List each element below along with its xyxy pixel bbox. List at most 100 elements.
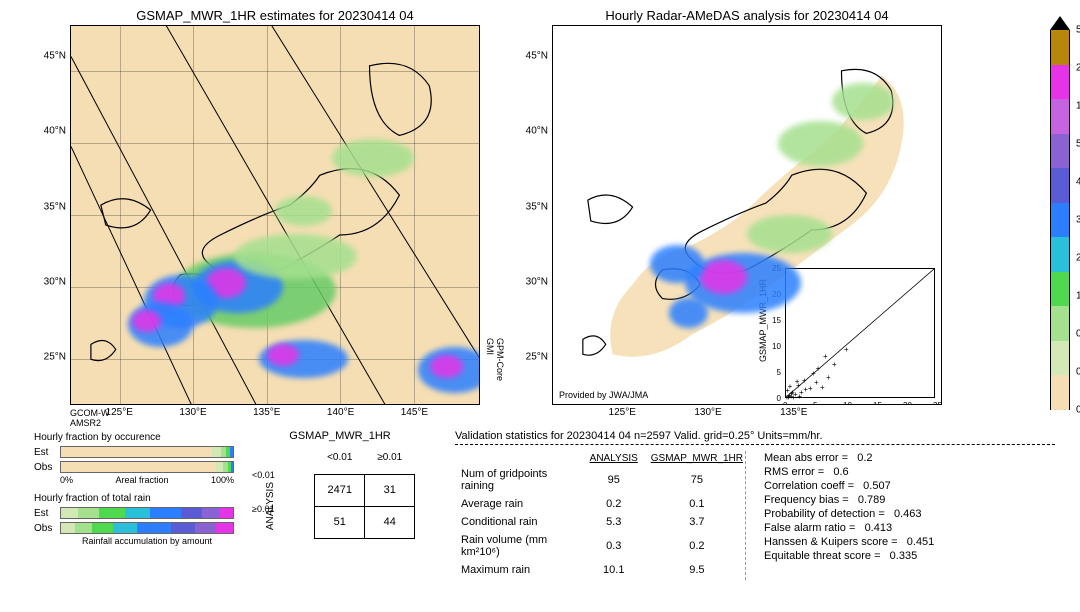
rain-blob xyxy=(650,245,704,283)
ct-cell: 2471 xyxy=(315,474,365,506)
bar-seg xyxy=(61,462,216,472)
stat-val: 9.5 xyxy=(651,562,743,578)
scatter-xtick: 10 xyxy=(843,401,852,405)
lat-tick: 35°N xyxy=(526,201,552,212)
stat-val: 5.3 xyxy=(579,514,649,530)
colorbar-seg xyxy=(1050,168,1070,203)
colorbar-tick: 0.5 xyxy=(1070,329,1080,340)
scatter-point: + xyxy=(803,388,807,392)
scatter-ytick: 10 xyxy=(772,342,781,351)
bar-seg xyxy=(61,508,78,518)
colorbar-seg xyxy=(1050,272,1070,307)
left-map-panel: GSMAP_MWR_1HR estimates for 20230414 04 xyxy=(70,8,480,405)
stat-label: Num of gridpoints raining xyxy=(457,466,577,494)
bar-est-occurrence: Est xyxy=(34,445,234,459)
bar-seg xyxy=(212,447,221,457)
scatter-ytick: 15 xyxy=(772,316,781,325)
stat-val: 0.3 xyxy=(579,532,649,560)
lat-tick: 40°N xyxy=(44,126,70,137)
colorbar-tick: 50 xyxy=(1070,25,1080,36)
lon-tick: 130°E xyxy=(694,405,721,418)
stat-val: 3.7 xyxy=(651,514,743,530)
colorbar-tick: 25 xyxy=(1070,63,1080,74)
colorbar-tick: 5 xyxy=(1070,139,1080,150)
colorbar-seg xyxy=(1050,30,1070,65)
colorbar-tick: 0.01 xyxy=(1070,367,1080,378)
scatter-ytick: 0 xyxy=(777,394,781,403)
rain-blob xyxy=(234,234,356,279)
colorbar-seg xyxy=(1050,203,1070,238)
rain-blob xyxy=(778,121,863,166)
scatter-xtick: 20 xyxy=(903,401,912,405)
metric-row: RMS error = 0.6 xyxy=(764,465,1025,479)
stat-val: 0.2 xyxy=(651,532,743,560)
colorbar-tick: 10 xyxy=(1070,101,1080,112)
scatter-xtick: 5 xyxy=(813,401,817,405)
lat-tick: 35°N xyxy=(44,201,70,212)
left-map-footnote-1: GCOM-W AMSR2 xyxy=(70,408,110,428)
scatter-point: + xyxy=(826,376,830,380)
bar-obs-total: Obs xyxy=(34,521,234,535)
ct-cell: 51 xyxy=(315,506,365,538)
bottom-row: Hourly fraction by occurence Est Obs 0%A… xyxy=(0,430,1080,610)
scatter-plot: ++++++++++++++++++++++++++00551010151520… xyxy=(785,268,935,398)
rain-blob xyxy=(332,139,414,177)
lon-tick: 135°E xyxy=(253,405,280,418)
bar-seg xyxy=(195,523,216,533)
bar-seg xyxy=(92,523,113,533)
lat-tick: 25°N xyxy=(526,352,552,363)
scatter-xtick: 15 xyxy=(873,401,882,405)
left-map-footnote-2: GPM-Core GMI xyxy=(485,338,505,381)
bar-seg xyxy=(231,462,233,472)
scatter-point: + xyxy=(816,367,820,371)
lon-tick: 135°E xyxy=(780,405,807,418)
scatter-xtick: 25 xyxy=(933,401,942,405)
colorbar-tick: 2 xyxy=(1070,253,1080,264)
lat-tick: 45°N xyxy=(44,50,70,61)
scatter-point: + xyxy=(795,380,799,384)
left-map-title: GSMAP_MWR_1HR estimates for 20230414 04 xyxy=(70,8,480,23)
right-map-provider: Provided by JWA/JMA xyxy=(559,390,648,400)
lat-tick: 45°N xyxy=(526,50,552,61)
stats-panel: Validation statistics for 20230414 04 n=… xyxy=(455,430,1055,580)
bar-seg xyxy=(137,523,171,533)
lat-tick: 30°N xyxy=(526,276,552,287)
bar-seg xyxy=(150,508,181,518)
ct-cell: 31 xyxy=(365,474,415,506)
scatter-point: + xyxy=(797,395,801,399)
right-map-box: Provided by JWA/JMA ++++++++++++++++++++… xyxy=(552,25,942,405)
bar-obs-occurrence: Obs xyxy=(34,460,234,474)
colorbar-seg xyxy=(1050,134,1070,169)
bar-seg xyxy=(75,523,92,533)
stat-label: Rain volume (mm km²10⁶) xyxy=(457,532,577,560)
bar-seg xyxy=(99,508,125,518)
lon-tick: 145°E xyxy=(401,405,428,418)
figure-root: GSMAP_MWR_1HR estimates for 20230414 04 xyxy=(0,0,1080,612)
occurrence-title: Hourly fraction by occurence xyxy=(34,432,234,443)
colorbar-tick: 4 xyxy=(1070,177,1080,188)
stat-val: 75 xyxy=(651,466,743,494)
bar-seg xyxy=(125,508,151,518)
colorbar-seg xyxy=(1050,375,1070,410)
bar-seg xyxy=(113,523,137,533)
bar-seg xyxy=(61,523,75,533)
stat-label: Conditional rain xyxy=(457,514,577,530)
metric-row: Equitable threat score = 0.335 xyxy=(764,549,1025,563)
scatter-point: + xyxy=(844,348,848,352)
ct-cell: 44 xyxy=(365,506,415,538)
bar-seg xyxy=(202,508,219,518)
metric-row: Correlation coeff = 0.507 xyxy=(764,479,1025,493)
stat-val: 0.1 xyxy=(651,496,743,512)
bar-seg xyxy=(171,523,195,533)
colorbar-tick: 1 xyxy=(1070,291,1080,302)
left-map-box xyxy=(70,25,480,405)
bar-seg xyxy=(216,462,223,472)
stats-metrics: Mean abs error = 0.2RMS error = 0.6Corre… xyxy=(745,451,1025,580)
lat-tick: 30°N xyxy=(44,276,70,287)
scatter-ytick: 5 xyxy=(777,368,781,377)
contingency-title: GSMAP_MWR_1HR xyxy=(260,430,420,442)
scatter-point: + xyxy=(820,386,824,390)
colorbar-seg xyxy=(1050,99,1070,134)
bar-seg xyxy=(219,508,233,518)
total-axis: Rainfall accumulation by amount xyxy=(34,536,234,546)
